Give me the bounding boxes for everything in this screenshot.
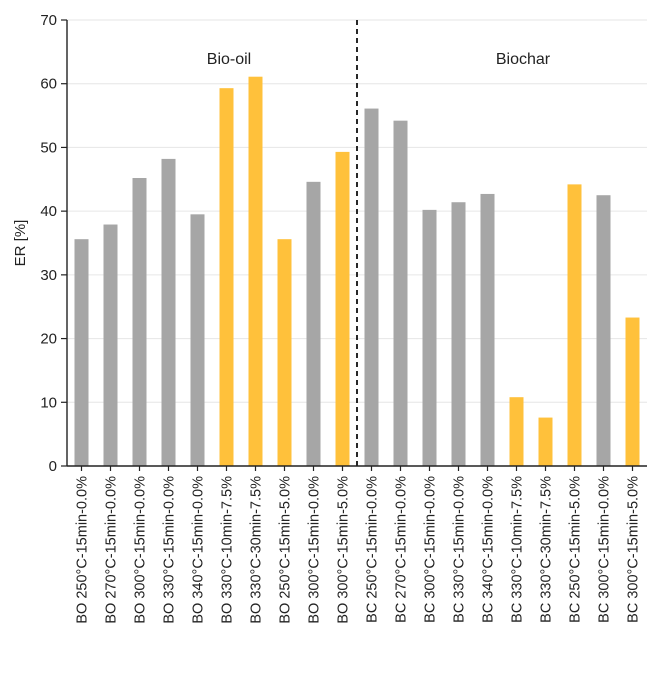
y-tick-label: 0	[49, 458, 57, 475]
bar	[480, 193, 495, 466]
x-tick-label: BO 330°C-10min-7.5%	[220, 476, 236, 624]
y-tick-label: 70	[40, 12, 57, 29]
bar	[74, 239, 89, 466]
group-label-biochar: Biochar	[496, 51, 551, 68]
x-tick-label: BO 300°C-15min-0.0%	[133, 476, 149, 624]
bar	[451, 202, 466, 467]
x-axis-ticks: BO 250°C-15min-0.0% BO 270°C-15min-0.0% BO…	[75, 466, 642, 624]
x-tick-label: BC 330°C-30min-7.5%	[539, 476, 555, 623]
bar	[567, 184, 582, 466]
bar	[277, 239, 292, 466]
group-label-bio-oil: Bio-oil	[207, 51, 251, 68]
bar	[219, 88, 234, 466]
x-tick-label: BO 270°C-15min-0.0%	[104, 476, 120, 624]
x-tick-label: BC 300°C-15min-0.0%	[423, 476, 439, 623]
y-axis-title: ER [%]	[12, 220, 29, 267]
y-tick-label: 40	[40, 203, 57, 220]
x-tick-label: BC 340°C-15min-0.0%	[481, 476, 497, 623]
bar	[596, 195, 611, 466]
bar	[190, 214, 205, 466]
x-tick-label: BC 270°C-15min-0.0%	[394, 476, 410, 623]
x-tick-label: BO 340°C-15min-0.0%	[191, 476, 207, 624]
x-tick-label: BO 330°C-30min-7.5%	[249, 476, 265, 624]
x-tick-label: BO 330°C-15min-0.0%	[162, 476, 178, 624]
y-tick-label: 50	[40, 139, 57, 156]
y-tick-label: 20	[40, 331, 57, 348]
x-tick-label: BO 300°C-15min-0.0%	[307, 476, 323, 624]
bar	[335, 151, 350, 467]
x-tick-label: BO 250°C-15min-5.0%	[278, 476, 294, 624]
y-tick-label: 10	[40, 394, 57, 411]
y-axis-ticks: 0 10 20 30 40 50 60 70	[40, 12, 67, 475]
bar	[364, 108, 379, 466]
bar	[625, 317, 640, 466]
x-tick-label: BC 250°C-15min-5.0%	[568, 476, 584, 623]
x-tick-label: BC 330°C-15min-0.0%	[452, 476, 468, 623]
bar	[509, 397, 524, 466]
x-tick-label: BC 250°C-15min-0.0%	[365, 476, 381, 623]
bar	[161, 158, 176, 466]
bar	[306, 181, 321, 466]
bar	[393, 120, 408, 466]
bar	[422, 209, 437, 466]
x-tick-label: BO 250°C-15min-0.0%	[75, 476, 91, 624]
y-tick-label: 60	[40, 76, 57, 93]
x-tick-label: BO 300°C-15min-5.0%	[336, 476, 352, 624]
x-tick-label: BC 300°C-15min-0.0%	[597, 476, 613, 623]
bar	[248, 76, 263, 466]
bar	[538, 417, 553, 466]
y-tick-label: 30	[40, 267, 57, 284]
bar	[132, 178, 147, 467]
bar	[103, 224, 118, 466]
x-tick-label: BC 300°C-15min-5.0%	[626, 476, 642, 623]
bars	[74, 76, 640, 467]
x-tick-label: BC 330°C-10min-7.5%	[510, 476, 526, 623]
